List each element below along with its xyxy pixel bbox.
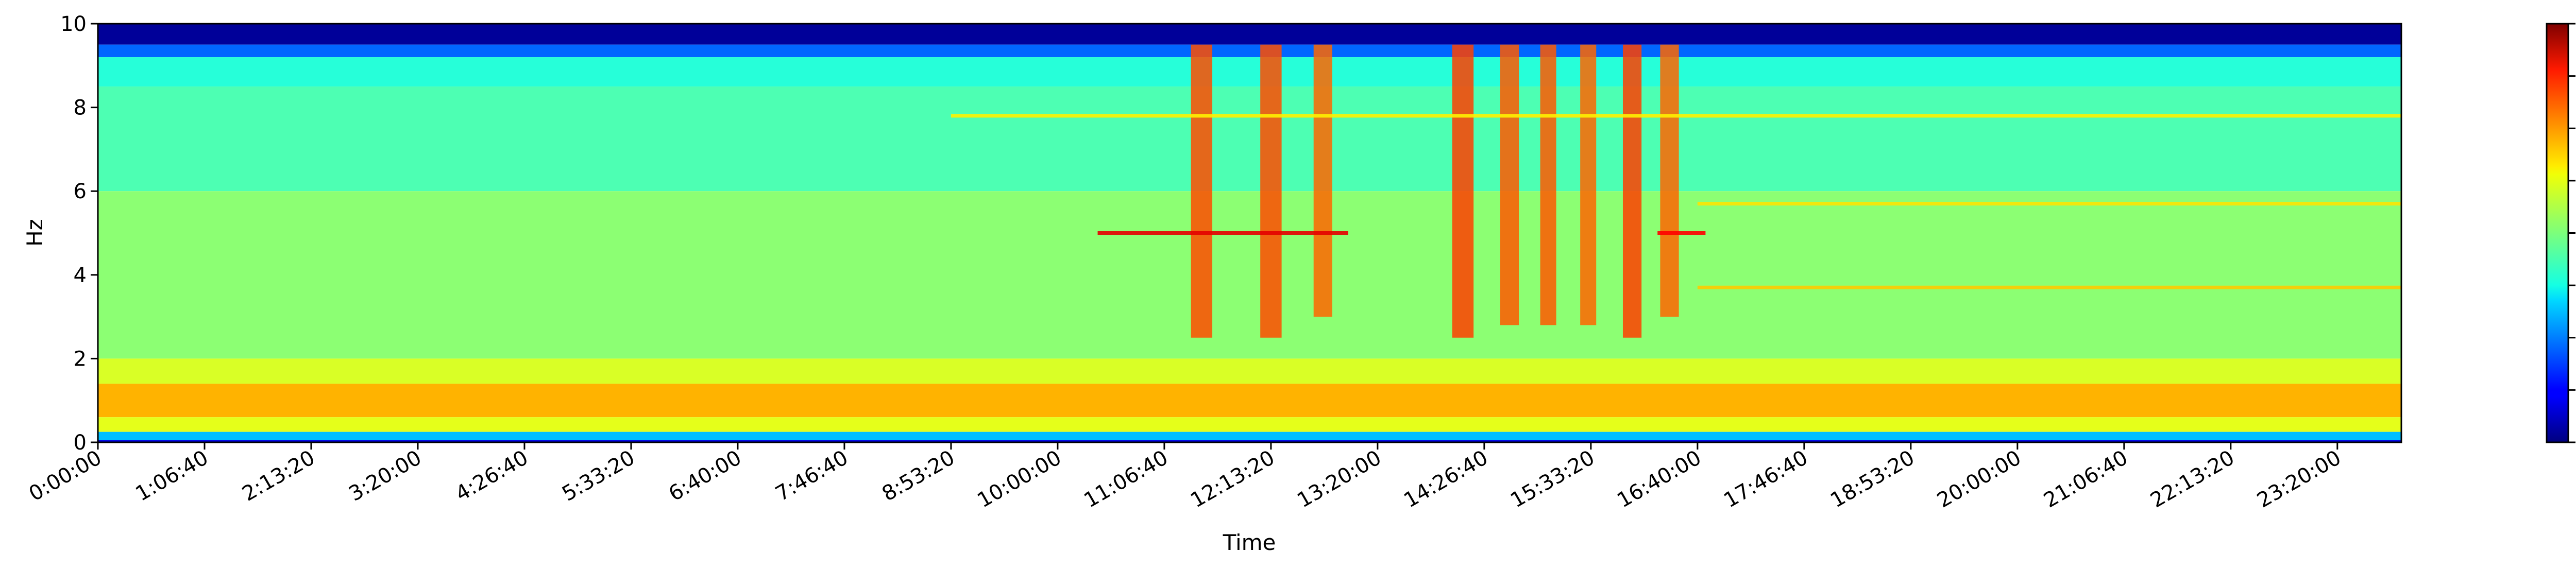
- y-tick-label: 8: [74, 96, 87, 120]
- burst-event: [1540, 44, 1556, 325]
- burst-event: [1313, 44, 1332, 317]
- y-axis-label: Hz: [22, 219, 47, 247]
- y-tick-label: 2: [74, 347, 87, 371]
- background-band: [98, 358, 2401, 384]
- background-band: [98, 440, 2401, 442]
- background-bands: [98, 24, 2401, 442]
- x-tick-label: 10:00:00: [973, 446, 1065, 513]
- x-tick-label: 4:26:40: [451, 446, 532, 506]
- background-band: [98, 417, 2401, 432]
- x-tick-label: 23:20:00: [2253, 446, 2345, 513]
- x-tick-label: 5:33:20: [558, 446, 639, 506]
- x-tick-label: 7:46:40: [771, 446, 852, 506]
- x-tick-label: 3:20:00: [345, 446, 426, 506]
- y-tick-label: 4: [74, 264, 87, 287]
- x-tick-label: 21:06:40: [2040, 446, 2132, 513]
- background-band: [98, 86, 2401, 192]
- spectrogram-plot-area: [98, 24, 2401, 442]
- background-band: [98, 57, 2401, 87]
- burst-event: [1452, 44, 1474, 338]
- background-band: [98, 44, 2401, 58]
- x-tick-label: 15:33:20: [1506, 446, 1599, 513]
- background-band: [98, 432, 2401, 440]
- y-tick-label: 0: [74, 431, 87, 455]
- x-tick-label: 17:46:40: [1720, 446, 1812, 513]
- x-tick-label: 22:13:20: [2146, 446, 2239, 513]
- x-tick-label: 14:26:40: [1400, 446, 1492, 513]
- colorbar-gradient: [2546, 23, 2569, 443]
- burst-events: [1191, 44, 1679, 338]
- x-axis: 0:00:00 1:06:40 2:13:20 3:20:00 4:26:40 5:33:…: [25, 442, 2345, 512]
- burst-event: [1191, 44, 1213, 338]
- x-tick-label: 11:06:40: [1080, 446, 1172, 513]
- plot-frame: [97, 23, 2402, 443]
- x-tick-label: 0:00:00: [25, 446, 106, 506]
- burst-event: [1660, 44, 1679, 317]
- burst-event: [1622, 44, 1642, 338]
- burst-event: [1260, 44, 1282, 338]
- tonal-lines: [951, 114, 2401, 289]
- x-tick-label: 16:40:00: [1613, 446, 1705, 513]
- x-tick-label: 12:13:20: [1187, 446, 1279, 513]
- x-tick-label: 1:06:40: [131, 446, 212, 506]
- burst-event: [1500, 44, 1519, 325]
- x-tick-label: 18:53:20: [1826, 446, 1919, 513]
- y-tick-label: 6: [74, 180, 87, 203]
- background-band: [98, 384, 2401, 418]
- x-tick-label: 2:13:20: [238, 446, 319, 506]
- y-axis: 0 2 4 6 8 10: [60, 12, 98, 455]
- x-tick-label: 13:20:00: [1293, 446, 1385, 513]
- y-tick-label: 10: [60, 12, 87, 36]
- burst-event: [1580, 44, 1597, 325]
- x-tick-label: 8:53:20: [878, 446, 959, 506]
- colorbar-ticks: +0 dB-10 dB-20 dB-30 dB-40 dB-50 dB-60 d…: [2568, 23, 2575, 443]
- x-axis-label: Time: [1223, 530, 1276, 555]
- x-tick-label: 20:00:00: [1933, 446, 2025, 513]
- background-band: [98, 191, 2401, 359]
- colorbar: +0 dB-10 dB-20 dB-30 dB-40 dB-50 dB-60 d…: [2546, 23, 2575, 443]
- x-tick-label: 6:40:00: [665, 446, 745, 506]
- background-band: [98, 24, 2401, 45]
